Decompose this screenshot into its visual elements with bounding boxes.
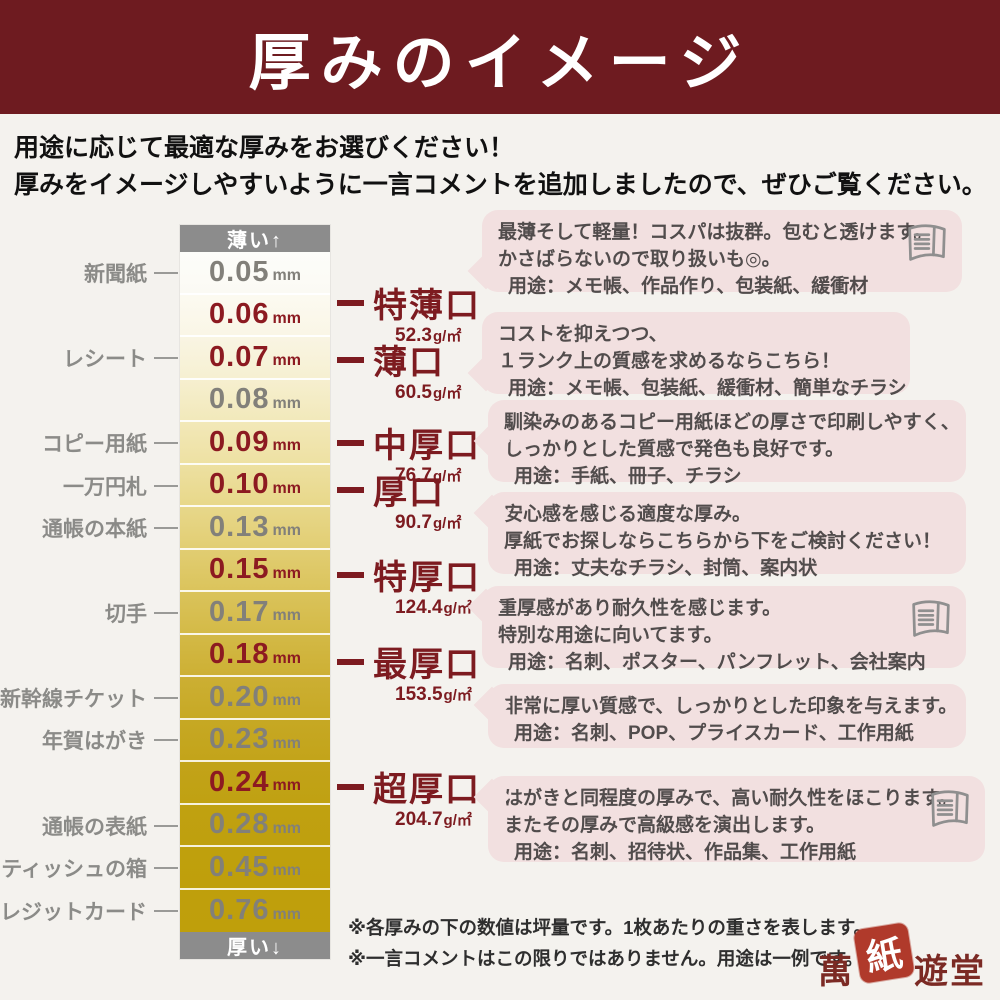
connector-line <box>154 867 178 869</box>
scale-row-0.06: 0.06 mm <box>180 294 330 337</box>
comment-bubble-chuatsuguchi: 馴染みのあるコピー用紙ほどの厚さで印刷しやすく、 しっかりとした質感で発色も良好… <box>488 400 966 487</box>
reference-item-bankbook-paper: 通帳の本紙 <box>0 515 178 541</box>
connector-line <box>154 697 178 699</box>
footnotes: ※各厚みの下の数値は坪量です。1枚あたりの重さを表します。 ※一言コメントはこの… <box>348 912 872 974</box>
scale-row-0.08: 0.08 mm <box>180 379 330 422</box>
scale-rows: 0.05 mm 0.06 mm 0.07 mm 0.08 mm 0.09 mm 0.10 m… <box>180 252 330 932</box>
brand-logo: 萬 紙 遊堂 <box>818 922 986 991</box>
scale-thin-label: 薄い↑ <box>180 225 330 252</box>
scale-row-0.20: 0.20 mm <box>180 677 330 720</box>
thickness-scale: 薄い↑ 0.05 mm 0.06 mm 0.07 mm 0.08 mm 0.09 mm 0… <box>180 225 330 959</box>
category-chuatsuguchi: 中厚口 76.7g/㎡ <box>337 418 481 487</box>
comment-bubble-usuguchi: コストを抑えつつ、 １ランク上の質感を求めるならこちら！ 用途：メモ帳、包装紙、… <box>482 312 910 399</box>
footnote-2: ※一言コメントはこの限りではありません。用途は一例です。 <box>348 948 864 969</box>
comment-bubble-tokuusuguchi: 最薄そして軽量！コスパは抜群。包むと透けます。 かさばらないので取り扱いも◎。 … <box>482 210 962 297</box>
category-dash <box>337 783 364 790</box>
reference-item-copy-paper: コピー用紙 <box>0 430 178 456</box>
comment-bubble-tokuatsuguchi: 重厚感があり耐久性を感じます。 特別な用途に向いてます。 用途：名刺、ポスター、… <box>482 586 966 673</box>
footnote-1: ※各厚みの下の数値は坪量です。1枚あたりの重さを表します。 <box>348 917 873 938</box>
scale-row-0.09: 0.09 mm <box>180 422 330 465</box>
book-icon <box>931 790 969 827</box>
category-tokuatsuguchi: 特厚口 124.4g/㎡ <box>337 550 481 619</box>
scale-row-0.17: 0.17 mm <box>180 592 330 635</box>
category-dash <box>337 486 364 493</box>
page-title: 厚みのイメージ <box>248 29 752 98</box>
connector-line <box>154 442 178 444</box>
scale-row-0.05: 0.05 mm <box>180 252 330 295</box>
connector-line <box>154 357 178 359</box>
reference-item-credit-card: クレジットカード <box>0 898 178 924</box>
title-banner: 厚みのイメージ <box>0 0 1000 114</box>
category-dash <box>337 299 364 306</box>
comment-bubble-saiatsuguchi: 非常に厚い質感で、しっかりとした印象を与えます。 用途：名刺、POP、プライスカ… <box>488 684 966 748</box>
connector-line <box>154 612 178 614</box>
reference-item-new-year-postcard: 年賀はがき <box>0 727 178 753</box>
scale-row-0.07: 0.07 mm <box>180 337 330 380</box>
category-dash <box>337 439 364 446</box>
scale-row-0.24: 0.24 mm <box>180 762 330 805</box>
scale-row-0.10: 0.10 mm <box>180 464 330 507</box>
reference-item-10000-yen-bill: 一万円札 <box>0 473 178 499</box>
category-dash <box>337 658 364 665</box>
logo-seal-stamp: 紙 <box>853 922 915 984</box>
logo-text-left: 萬 <box>818 954 854 991</box>
comment-bubble-atsuguchi: 安心感を感じる適度な厚み。 厚紙でお探しならこちらから下をご検討ください！ 用途… <box>488 492 966 579</box>
comment-bubble-choatsuguchi: はがきと同程度の厚みで、高い耐久性をほこります。 またその厚みで高級感を演出しま… <box>488 776 985 863</box>
connector-line <box>154 527 178 529</box>
logo-text-right: 遊堂 <box>914 954 986 991</box>
reference-item-shinkansen-ticket: 新幹線チケット <box>0 685 178 711</box>
connector-line <box>154 739 178 741</box>
scale-row-0.13: 0.13 mm <box>180 507 330 550</box>
connector-line <box>154 485 178 487</box>
scale-row-0.45: 0.45 mm <box>180 847 330 890</box>
scale-row-0.15: 0.15 mm <box>180 549 330 592</box>
reference-item-tissue-box: ティッシュの箱 <box>0 855 178 881</box>
scale-row-0.28: 0.28 mm <box>180 804 330 847</box>
book-icon <box>912 600 950 637</box>
reference-item-newspaper: 新聞紙 <box>0 260 178 286</box>
reference-item-receipt: レシート <box>0 345 178 371</box>
connector-line <box>154 272 178 274</box>
category-dash <box>337 571 364 578</box>
category-tokuusuguchi: 特薄口 52.3g/㎡ <box>337 278 481 347</box>
category-dash <box>337 356 364 363</box>
intro-text: 用途に応じて最適な厚みをお選びください！ 厚みをイメージしやすいように一言コメン… <box>14 130 989 204</box>
intro-line-1: 用途に応じて最適な厚みをお選びください！ <box>14 134 515 162</box>
scale-row-0.76: 0.76 mm <box>180 889 330 932</box>
category-saiatsuguchi: 最厚口 153.5g/㎡ <box>337 637 481 706</box>
scale-row-0.18: 0.18 mm <box>180 634 330 677</box>
category-atsuguchi: 厚口 90.7g/㎡ <box>337 465 461 534</box>
category-choatsuguchi: 超厚口 204.7g/㎡ <box>337 762 481 831</box>
intro-line-2: 厚みをイメージしやすいように一言コメントを追加しましたので、ぜひご覧ください。 <box>14 171 987 199</box>
scale-row-0.23: 0.23 mm <box>180 719 330 762</box>
book-icon <box>908 224 946 261</box>
connector-line <box>154 910 178 912</box>
reference-item-stamp: 切手 <box>0 600 178 626</box>
category-usuguchi: 薄口 60.5g/㎡ <box>337 335 461 404</box>
connector-line <box>154 825 178 827</box>
scale-thick-label: 厚い↓ <box>180 932 330 959</box>
reference-item-bankbook-cover: 通帳の表紙 <box>0 813 178 839</box>
